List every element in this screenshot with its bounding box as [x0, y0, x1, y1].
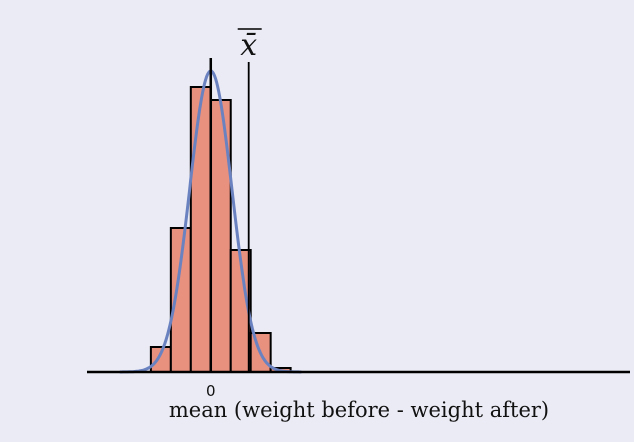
x-tick-label: 0 [206, 382, 216, 400]
xbar-label: x̄ [240, 28, 257, 63]
histogram-bar [209, 99, 232, 373]
histogram-bars [149, 86, 292, 373]
x-ticks: 0 [206, 382, 216, 400]
histogram-bar [189, 86, 212, 373]
x-axis-label: mean (weight before - weight after) [169, 398, 549, 422]
